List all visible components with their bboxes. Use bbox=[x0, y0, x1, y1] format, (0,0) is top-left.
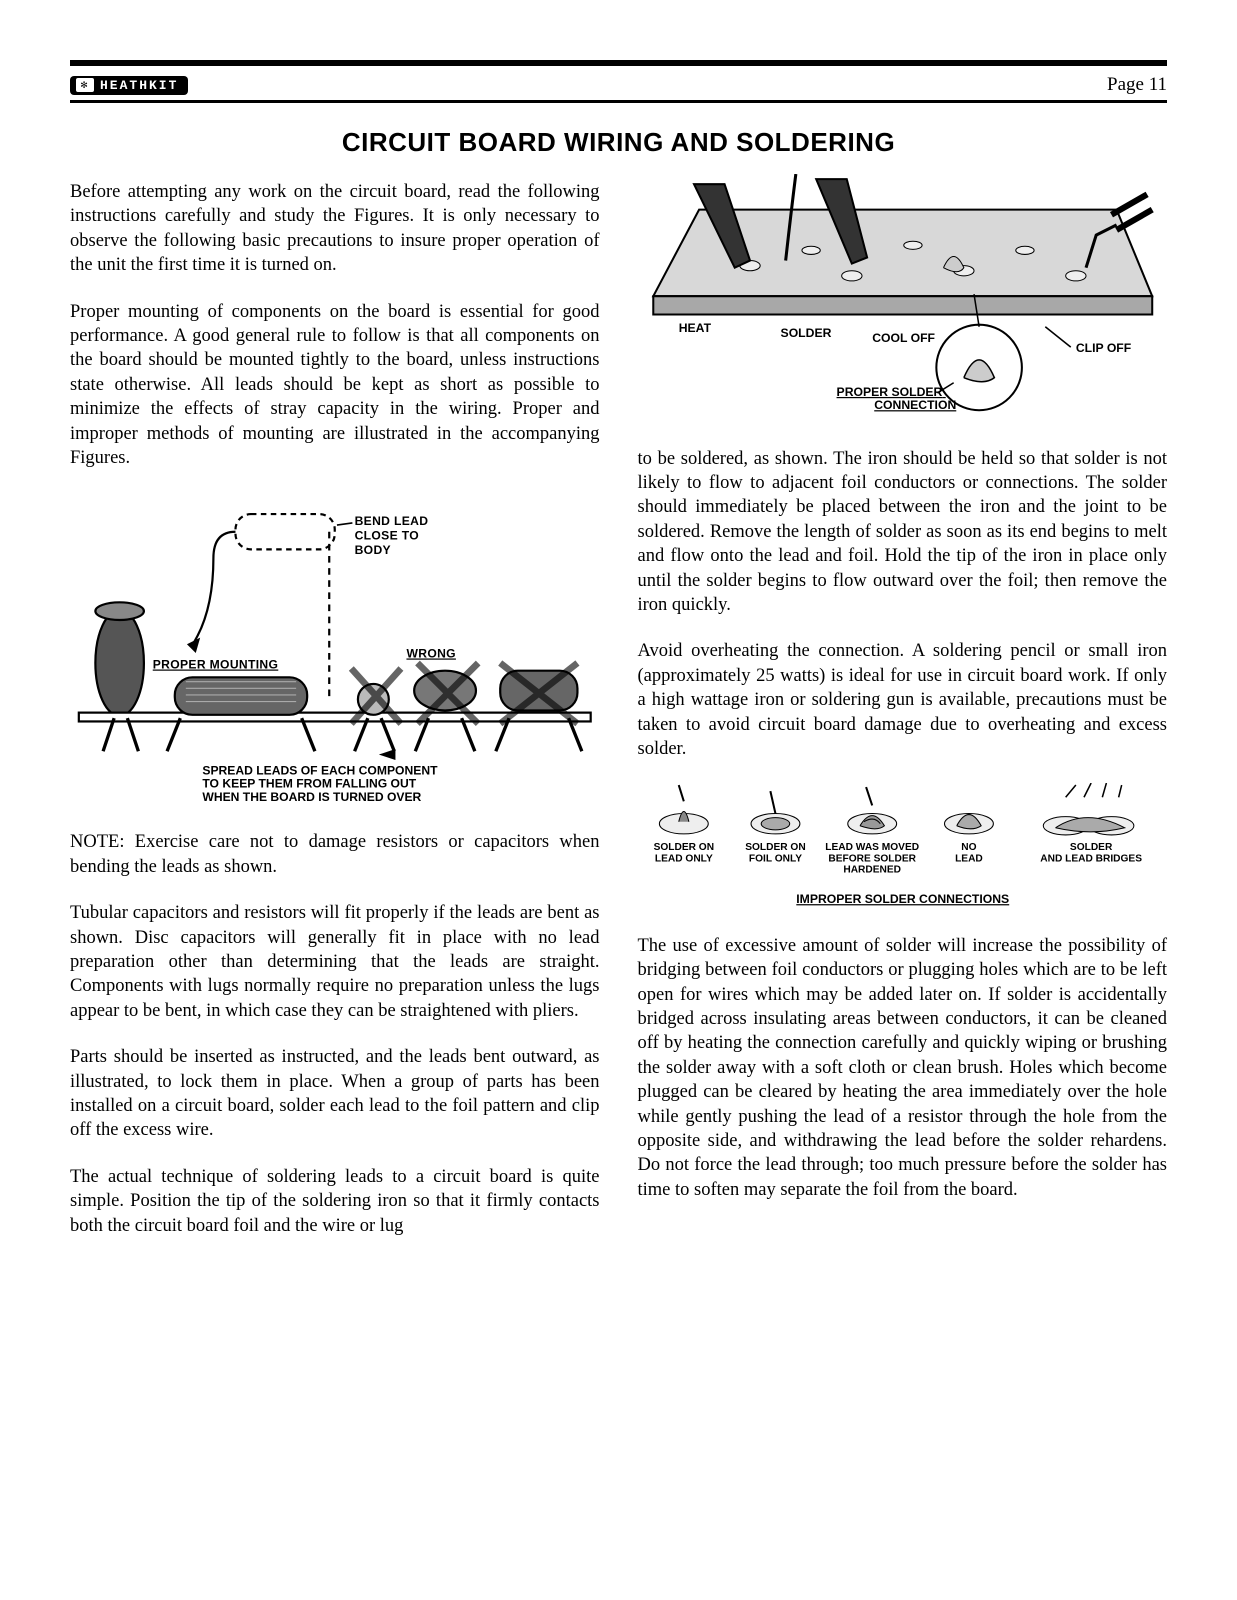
svg-text:SOLDERAND LEAD BRIDGES: SOLDERAND LEAD BRIDGES bbox=[1040, 843, 1142, 865]
svg-text:NOLEAD: NOLEAD bbox=[955, 843, 983, 865]
paragraph: The actual technique of soldering leads … bbox=[70, 1165, 600, 1238]
figure-component-mounting: BEND LEAD CLOSE TO BODY PROPER MOU bbox=[70, 492, 600, 812]
label-spread-caption: SPREAD LEADS OF EACH COMPONENT TO KEEP T… bbox=[202, 764, 440, 804]
label-wrong: WRONG bbox=[406, 647, 455, 661]
figure-soldering-process: HEAT SOLDER COOL OFF CLIP OFF PROPER SOL… bbox=[638, 174, 1168, 429]
paragraph: NOTE: Exercise care not to damage resist… bbox=[70, 830, 600, 879]
label-clip-off: CLIP OFF bbox=[1075, 341, 1130, 355]
soldering-diagram-icon: HEAT SOLDER COOL OFF CLIP OFF PROPER SOL… bbox=[638, 174, 1168, 429]
paragraph: Proper mounting of components on the boa… bbox=[70, 300, 600, 471]
label-bend-lead: BEND LEAD CLOSE TO BODY bbox=[355, 515, 432, 558]
left-column: Before attempting any work on the circui… bbox=[70, 180, 600, 1260]
svg-text:SOLDER ONLEAD ONLY: SOLDER ONLEAD ONLY bbox=[653, 843, 713, 865]
label-cool-off: COOL OFF bbox=[872, 331, 935, 345]
label-heat: HEAT bbox=[678, 321, 711, 335]
page-header: HEATHKIT Page 11 bbox=[70, 74, 1167, 103]
paragraph: Tubular capacitors and resistors will fi… bbox=[70, 901, 600, 1023]
page-number: Page 11 bbox=[1107, 74, 1167, 96]
figure-improper-connections: SOLDER ONLEAD ONLY SOLDER ONFOIL ONLY LE… bbox=[638, 783, 1168, 915]
mounting-diagram-icon: BEND LEAD CLOSE TO BODY PROPER MOU bbox=[70, 492, 600, 812]
paragraph: Before attempting any work on the circui… bbox=[70, 180, 600, 278]
improper-solder-icon: SOLDER ONLEAD ONLY SOLDER ONFOIL ONLY LE… bbox=[638, 783, 1168, 915]
document-page: HEATHKIT Page 11 CIRCUIT BOARD WIRING AN… bbox=[0, 0, 1237, 1600]
label-solder: SOLDER bbox=[780, 326, 831, 340]
paragraph: to be soldered, as shown. The iron shoul… bbox=[638, 447, 1168, 618]
page-title: CIRCUIT BOARD WIRING AND SOLDERING bbox=[70, 127, 1167, 158]
content-columns: Before attempting any work on the circui… bbox=[70, 180, 1167, 1260]
paragraph: Avoid overheating the connection. A sold… bbox=[638, 639, 1168, 761]
label-improper-title: IMPROPER SOLDER CONNECTIONS bbox=[796, 893, 1009, 907]
top-rule bbox=[70, 60, 1167, 66]
brand-logo: HEATHKIT bbox=[70, 76, 188, 95]
paragraph: The use of excessive amount of solder wi… bbox=[638, 934, 1168, 1202]
svg-text:LEAD WAS MOVEDBEFORE SOLDERHAR: LEAD WAS MOVEDBEFORE SOLDERHARDENED bbox=[825, 843, 919, 876]
paragraph: Parts should be inserted as instructed, … bbox=[70, 1045, 600, 1143]
label-proper-connection: PROPER SOLDER CONNECTION bbox=[836, 385, 956, 412]
label-proper-mounting: PROPER MOUNTING bbox=[153, 658, 279, 672]
right-column: HEAT SOLDER COOL OFF CLIP OFF PROPER SOL… bbox=[638, 180, 1168, 1260]
svg-text:SOLDER ONFOIL ONLY: SOLDER ONFOIL ONLY bbox=[745, 843, 805, 865]
